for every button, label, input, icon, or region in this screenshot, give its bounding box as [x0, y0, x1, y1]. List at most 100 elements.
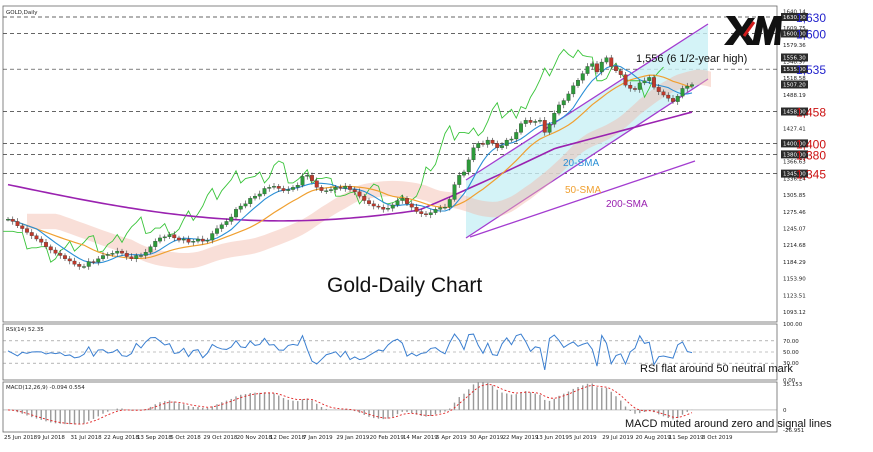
candle-body: [314, 180, 319, 188]
price-tag: 1400.00: [783, 141, 806, 147]
sma20-label: 20-SMA: [563, 158, 599, 169]
price-tag: 1458.00: [783, 110, 806, 116]
candle-body: [143, 252, 148, 256]
sma200-line: [7, 111, 693, 222]
channel-lower: [465, 78, 709, 239]
candle-body: [671, 98, 675, 102]
candle-body: [186, 238, 191, 243]
candle-body: [595, 63, 599, 73]
price-tag-box: [781, 150, 808, 159]
price-tag: 1600.00: [783, 31, 806, 37]
candle-body: [158, 237, 162, 242]
candle-body: [495, 143, 500, 148]
candle-body: [348, 186, 352, 190]
candle-body: [63, 255, 67, 259]
rsi-tick-label: 100.00: [783, 322, 803, 328]
x-tick-label: 9 Jul 2018: [37, 435, 65, 441]
candle-body: [72, 260, 77, 265]
candle-body: [200, 238, 205, 242]
candle-body: [310, 175, 314, 181]
candle-body: [295, 185, 300, 188]
candle-body: [343, 186, 348, 189]
candle-body: [243, 203, 248, 207]
candle-body: [362, 195, 367, 201]
candle-body: [409, 203, 414, 208]
candle-body: [291, 187, 295, 190]
y-tick-label: 1153.90: [783, 277, 806, 283]
candle-body: [234, 209, 238, 218]
x-tick-label: 3 Oct 2019: [702, 435, 733, 441]
y-tick-label: 1518.58: [783, 76, 806, 82]
candle-body: [433, 209, 438, 213]
x-tick-label: 13 Sep 2018: [137, 435, 172, 441]
candle-body: [633, 88, 637, 90]
rsi-tick-label: 70.00: [783, 339, 799, 345]
candle-body: [618, 70, 623, 75]
y-tick-label: 1427.41: [783, 126, 806, 132]
x-tick-label: 25 Jun 2018: [4, 435, 38, 441]
candle-body: [609, 57, 614, 67]
macd-note: MACD muted around zero and signal lines: [625, 418, 832, 430]
candle-body: [438, 207, 443, 210]
price-tag-box: [781, 107, 808, 116]
macd-tick-label: 0: [783, 408, 787, 414]
y-tick-label: 1245.07: [783, 227, 806, 233]
candle-body: [424, 213, 428, 215]
candle-body: [552, 113, 557, 125]
y-tick-label: 1609.75: [783, 26, 806, 32]
candle-body: [25, 228, 29, 233]
main-panel-frame: [2, 5, 778, 323]
candle-body: [162, 236, 167, 239]
candle-body: [680, 88, 685, 97]
xm-logo: [724, 14, 784, 46]
price-tag-box: [781, 169, 808, 178]
candle-body: [509, 138, 514, 141]
candle-body: [39, 238, 44, 243]
candle-body: [115, 250, 120, 254]
candle-body: [405, 198, 409, 204]
candle-body: [44, 242, 48, 247]
candle-body: [457, 175, 462, 185]
price-tag-box: [781, 65, 808, 74]
candle-body: [134, 255, 139, 259]
price-tag-box: [781, 80, 808, 89]
candle-body: [91, 261, 96, 263]
macd-header-label: MACD(12,26,9) -0.094 0.554: [6, 385, 85, 391]
candle-body: [300, 176, 305, 186]
candle-body: [542, 120, 547, 133]
candle-body: [419, 211, 424, 214]
candle-body: [101, 255, 105, 259]
candle-body: [428, 212, 433, 215]
candle-body: [414, 206, 419, 212]
candle-body: [120, 250, 124, 254]
candle-body: [395, 200, 400, 206]
x-tick-label: 22 May 2019: [503, 435, 539, 441]
candle-body: [319, 187, 324, 191]
candle-body: [20, 225, 25, 229]
candle-body: [53, 249, 58, 254]
candle-body: [129, 256, 134, 259]
price-tag: 1556.30: [783, 55, 806, 61]
x-tick-label: 7 Jan 2019: [303, 435, 333, 441]
candle-body: [272, 186, 276, 188]
candle-body: [390, 204, 395, 209]
support-trendline: [469, 160, 696, 238]
candle-body: [685, 86, 690, 89]
sma50-label: 50-SMA: [565, 185, 601, 196]
candle-body: [352, 189, 357, 192]
candle-body: [286, 189, 291, 191]
y-tick-label: 1275.46: [783, 210, 806, 216]
price-tag: 1380.00: [783, 152, 806, 158]
y-tick-label: 1488.19: [783, 93, 806, 99]
x-tick-label: 14 Mar 2019: [403, 435, 438, 441]
candle-body: [381, 206, 386, 210]
x-tick-label: 5 Jul 2019: [569, 435, 597, 441]
y-tick-label: 1548.97: [783, 60, 806, 66]
candle-body: [181, 238, 186, 241]
price-tag: 1507.20: [783, 82, 806, 88]
level-label: 1,535: [796, 63, 826, 77]
candle-body: [466, 159, 471, 173]
candle-body: [628, 84, 633, 89]
y-tick-label: 1366.63: [783, 160, 806, 166]
